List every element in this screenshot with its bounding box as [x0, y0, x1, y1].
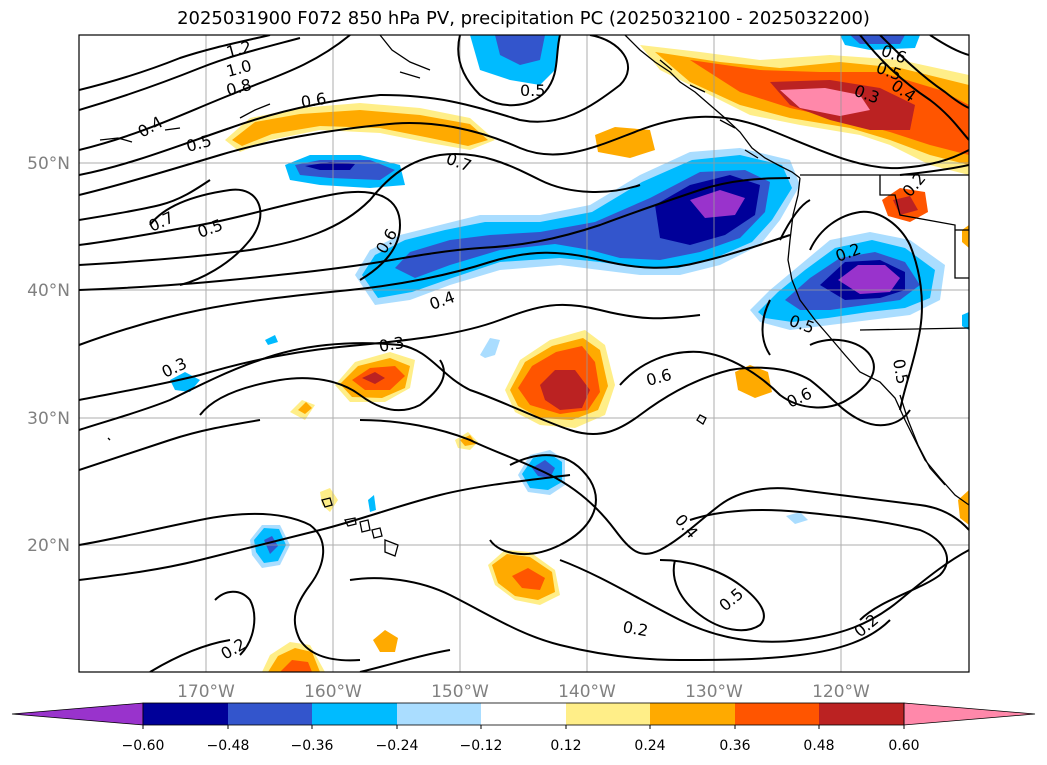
- longitude-labels: 170°W 160°W 150°W 140°W 130°W 120°W: [177, 682, 870, 702]
- lon-label-140w: 140°W: [558, 682, 616, 702]
- colorbar-segment: [735, 703, 819, 725]
- colorbar-segment: [228, 703, 312, 725]
- colorbar-extend-low: [11, 702, 144, 726]
- colorbar-segment: [143, 703, 228, 725]
- map-title: 2025031900 F072 850 hPa PV, precipitatio…: [177, 8, 870, 29]
- colorbar-tick-label: 0.48: [803, 738, 834, 754]
- colorbar-tick-label: 0.24: [634, 738, 665, 754]
- pv-contours: [79, 35, 969, 672]
- lat-label-50n: 50°N: [27, 154, 70, 174]
- lat-label-30n: 30°N: [27, 409, 70, 429]
- map-frame: [78, 34, 970, 673]
- contour-label: 0.2: [621, 617, 649, 640]
- colorbar-tick-label: −0.36: [291, 738, 334, 754]
- lon-label-150w: 150°W: [431, 682, 489, 702]
- colorbar-extend-high: [903, 702, 1036, 726]
- latitude-labels: 20°N 30°N 40°N 50°N: [27, 154, 70, 556]
- colorbar-tick-label: 0.60: [888, 738, 919, 754]
- contour-label: 0.5: [520, 81, 545, 100]
- lon-label-170w: 170°W: [177, 682, 235, 702]
- colorbar-segment: [397, 703, 481, 725]
- colorbar-segment: [650, 703, 735, 725]
- colorbar-tick-label: 0.12: [550, 738, 581, 754]
- contour-label: 0.5: [889, 357, 912, 385]
- colorbar-segment: [481, 703, 566, 725]
- lon-label-160w: 160°W: [304, 682, 362, 702]
- colorbar-tick-label: −0.60: [122, 738, 165, 754]
- lon-label-130w: 130°W: [685, 682, 743, 702]
- contour-label: 0.6: [299, 89, 327, 112]
- colorbar-tick-label: 0.36: [719, 738, 750, 754]
- colorbar-tick-label: −0.12: [460, 738, 503, 754]
- contour-label: 0.3: [377, 333, 405, 356]
- colorbar-tick-label: −0.48: [207, 738, 250, 754]
- precipitation-shading: [170, 35, 969, 672]
- colorbar: −0.60 −0.48 −0.36 −0.24 −0.12 0.12 0.24 …: [11, 702, 1036, 754]
- lat-label-40n: 40°N: [27, 281, 70, 301]
- coastlines: [99, 35, 969, 557]
- colorbar-segment: [312, 703, 397, 725]
- colorbar-tick-label: −0.24: [376, 738, 419, 754]
- lat-label-20n: 20°N: [27, 536, 70, 556]
- colorbar-segment: [566, 703, 650, 725]
- gridlines: [79, 35, 969, 672]
- lon-label-120w: 120°W: [812, 682, 870, 702]
- colorbar-segment: [819, 703, 904, 725]
